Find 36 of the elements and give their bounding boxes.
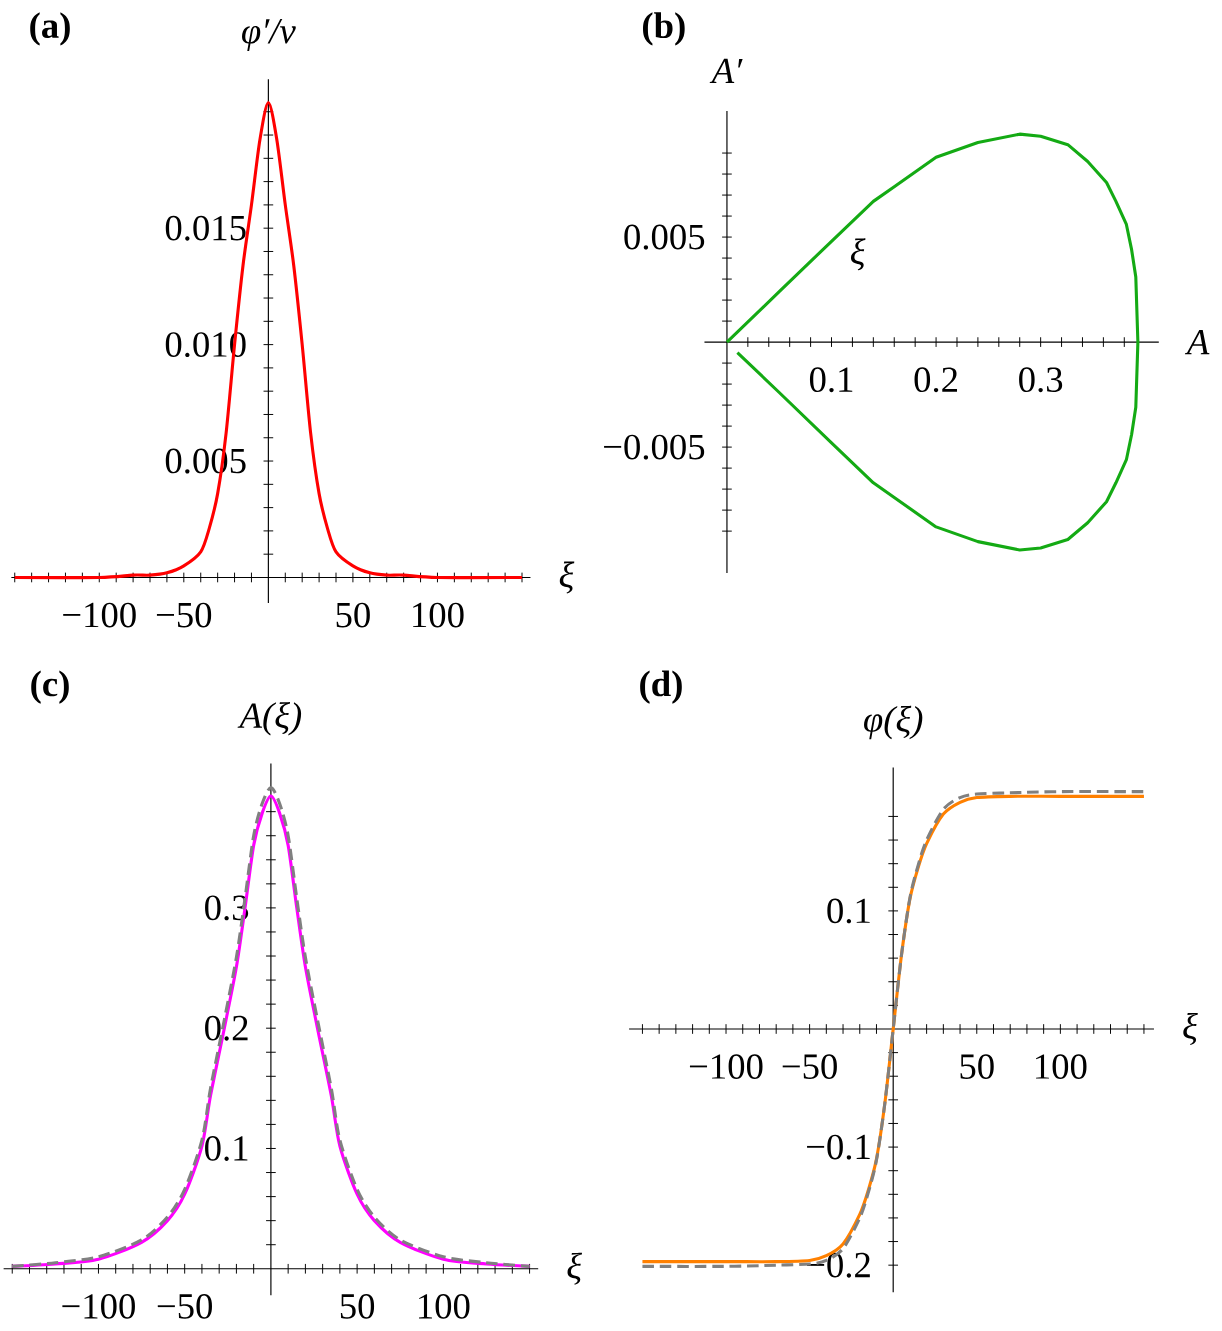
x-tick-label: 0.3: [1019, 367, 1063, 393]
y-tick-label: −0.005: [604, 434, 705, 460]
x-tick-label: −50: [157, 602, 212, 628]
y-axis-title: φ(ξ): [864, 705, 923, 740]
y-tick-label: −0.2: [807, 1252, 871, 1278]
line-series: [725, 132, 1140, 552]
y-tick-label: 0.1: [205, 1136, 248, 1161]
x-tick-label: −100: [63, 602, 136, 628]
chart-title: (d): [640, 670, 683, 704]
line-series: [13, 100, 524, 580]
x-tick-label: 50: [341, 1293, 375, 1319]
x-axis-title: ξ: [1183, 1012, 1198, 1046]
y-tick-label: 0.1: [827, 898, 870, 924]
y-axis-title: φ′/v: [242, 19, 296, 52]
chart-title: (c): [31, 670, 70, 704]
x-axis-title: A: [1185, 329, 1210, 355]
x-tick-label: 50: [336, 602, 371, 628]
x-tick-label: −50: [782, 1054, 838, 1079]
y-tick-label: 0.005: [624, 224, 705, 250]
x-tick-label: 50: [960, 1054, 994, 1079]
x-tick-label: −100: [62, 1293, 136, 1319]
x-tick-label: 100: [413, 602, 464, 628]
chart-title: (b): [643, 12, 685, 46]
x-tick-label: 0.2: [914, 367, 958, 393]
x-axis-title: ξ: [560, 561, 575, 594]
x-tick-label: 100: [419, 1293, 470, 1319]
x-axis-title: ξ: [567, 1252, 583, 1285]
x-tick-label: 100: [1036, 1054, 1087, 1079]
x-tick-label: −50: [158, 1293, 213, 1319]
y-tick-label: 0.015: [166, 215, 246, 241]
y-axis-title: A′: [709, 58, 743, 83]
chart-title: (a): [30, 12, 71, 46]
y-tick-label: −0.1: [807, 1134, 870, 1160]
y-axis-title: A(ξ): [237, 701, 302, 736]
annotation: ξ: [851, 238, 866, 271]
x-tick-label: −100: [690, 1054, 763, 1079]
